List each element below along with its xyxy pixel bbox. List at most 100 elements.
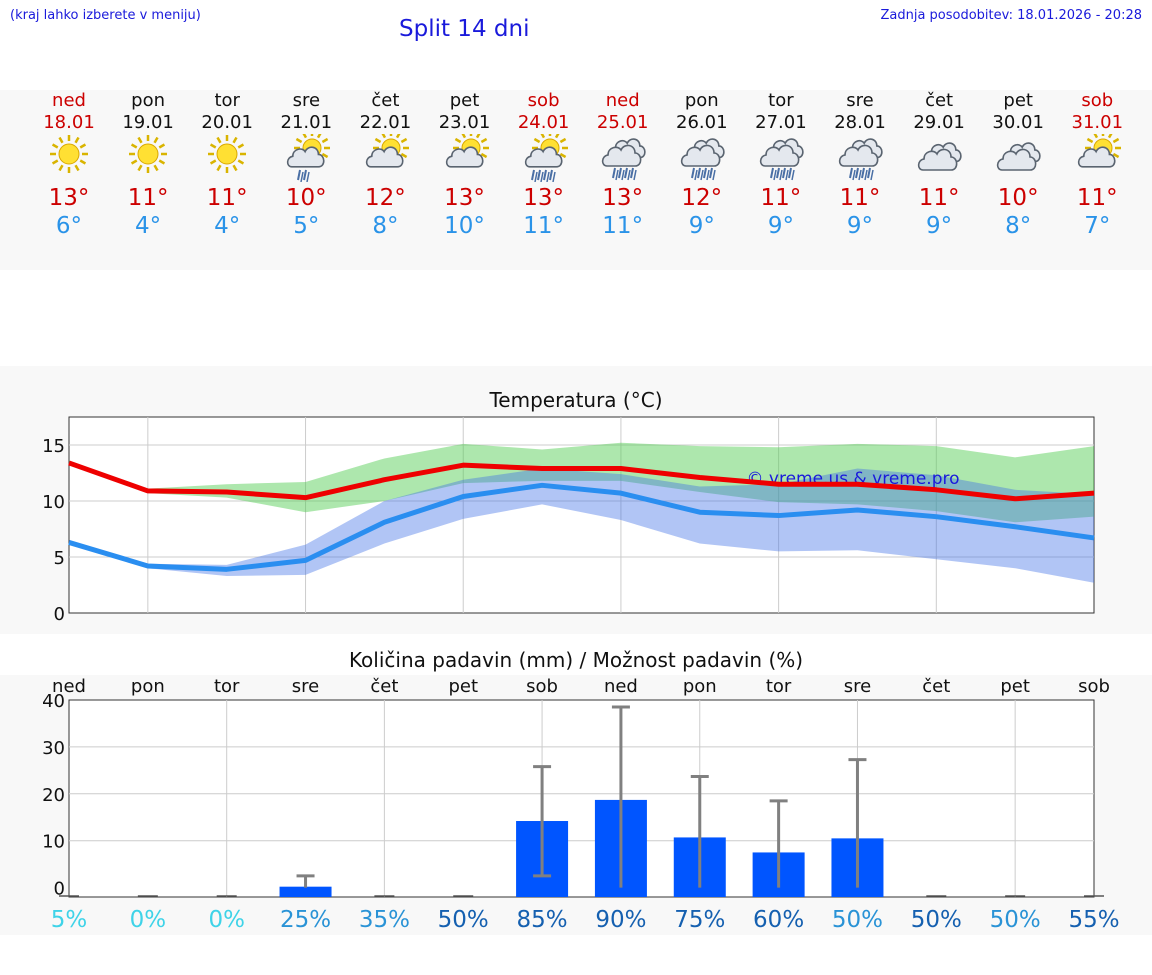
day-name: pon	[131, 90, 166, 111]
precipitation-bar	[279, 886, 332, 897]
sun-cloud-rain-icon	[524, 134, 568, 182]
x-category-label: sob	[526, 676, 558, 697]
precipitation-chart-title: Količina padavin (mm) / Možnost padavin …	[348, 648, 804, 672]
min-temperature: 9°	[846, 213, 874, 239]
max-temperature: 11°	[760, 185, 802, 211]
max-temperature: 13°	[602, 185, 644, 211]
day-date: 21.01	[280, 112, 333, 133]
min-temperature: 6°	[55, 213, 83, 239]
max-temperature: 11°	[918, 185, 960, 211]
day-date: 25.01	[596, 112, 649, 133]
min-temperature: 9°	[688, 213, 715, 239]
day-name: sre	[292, 90, 321, 111]
day-name: pet	[1003, 90, 1033, 111]
x-category-label: sre	[844, 676, 871, 697]
max-temperature: 13°	[444, 185, 485, 211]
day-date: 28.01	[834, 112, 886, 133]
day-date: 19.01	[122, 112, 174, 133]
x-category-label: pet	[1000, 676, 1030, 697]
day-name: sob	[1081, 90, 1114, 111]
cloud-icon	[917, 142, 962, 171]
sun-cloud-icon	[1078, 134, 1122, 168]
precipitation-probability: 90%	[595, 907, 646, 933]
forecast-day: čet 29.01 11° 9°	[899, 90, 979, 240]
x-category-label: pon	[683, 676, 717, 697]
day-date: 26.01	[676, 112, 728, 133]
precipitation-probability: 0%	[208, 907, 245, 933]
menu-hint: (kraj lahko izberete v meniju)	[10, 8, 201, 23]
day-date: 27.01	[755, 112, 807, 133]
precipitation-probability: 5%	[51, 907, 88, 933]
day-name: tor	[214, 90, 240, 111]
min-temperature: 8°	[372, 213, 399, 239]
sun-cloud-icon	[445, 134, 489, 168]
cloud-rain-icon	[838, 138, 883, 181]
forecast-day: ned 25.01 13° 11°	[583, 90, 663, 240]
x-category-label: čet	[370, 676, 398, 697]
precipitation-probability: 50%	[438, 907, 489, 933]
min-temperature: 11°	[602, 213, 644, 239]
forecast-day: sre 21.01 10° 5°	[266, 90, 346, 240]
max-temperature-line	[68, 460, 1095, 502]
day-date: 24.01	[517, 112, 570, 133]
max-temperature: 12°	[365, 185, 406, 211]
day-name: sob	[527, 90, 560, 111]
min-range-band	[69, 468, 1094, 583]
x-category-label: ned	[604, 676, 638, 697]
cloud-icon	[997, 142, 1041, 171]
min-temperature: 10°	[444, 213, 485, 239]
day-name: čet	[925, 90, 954, 111]
forecast-day: tor 27.01 11° 9°	[741, 90, 821, 240]
max-temperature: 11°	[127, 185, 169, 211]
day-name: tor	[768, 90, 794, 111]
y-tick-label: 20	[42, 785, 65, 806]
min-temperature: 8°	[1005, 213, 1032, 239]
precipitation-probability: 75%	[674, 907, 725, 933]
min-temperature: 7°	[1084, 213, 1111, 239]
day-name: čet	[371, 90, 400, 111]
day-date: 29.01	[913, 112, 965, 133]
forecast-day: pet 23.01 13° 10°	[425, 90, 505, 240]
forecast-day: pet 30.01 10° 8°	[978, 90, 1058, 240]
day-name: ned	[605, 90, 640, 111]
forecast-day: sob 31.01 11° 7°	[1057, 90, 1137, 240]
precipitation-probability: 50%	[911, 907, 962, 933]
max-temperature: 11°	[1076, 185, 1118, 211]
temperature-chart-title: Temperatura (°C)	[489, 388, 663, 412]
last-updated: Zadnja posodobitev: 18.01.2026 - 20:28	[880, 8, 1142, 23]
min-temperature: 11°	[523, 213, 564, 239]
y-tick-label: 40	[42, 691, 65, 712]
sun-icon	[208, 135, 247, 173]
cloud-rain-icon	[680, 138, 725, 181]
day-date: 31.01	[1071, 112, 1124, 133]
x-category-label: sre	[292, 676, 319, 697]
day-name: sre	[846, 90, 874, 111]
min-temperature: 9°	[767, 213, 794, 239]
x-category-label: pet	[448, 676, 478, 697]
day-name: pon	[684, 90, 719, 111]
day-name: ned	[52, 90, 86, 111]
min-temperature: 9°	[926, 213, 953, 239]
min-temperature-line	[68, 482, 1095, 572]
min-temperature: 5°	[293, 213, 320, 239]
sun-icon	[50, 135, 88, 173]
min-temperature: 4°	[135, 213, 162, 239]
x-category-label: sob	[1078, 676, 1110, 697]
y-tick-label: 0	[54, 879, 65, 900]
forecast-panel: ned 18.01 13° 6° pon 19.01 11° 4° tor 20.01 11° 4° s…	[0, 90, 1152, 270]
precipitation-probability: 50%	[832, 907, 883, 933]
precipitation-probability: 25%	[280, 907, 331, 933]
forecast-day: pon 26.01 12° 9°	[662, 90, 742, 240]
max-temperature: 11°	[206, 185, 248, 211]
day-date: 18.01	[43, 112, 95, 133]
min-temperature: 4°	[214, 213, 241, 239]
forecast-day: sre 28.01 11° 9°	[820, 90, 900, 240]
sun-cloud-icon	[366, 134, 410, 168]
forecast-day: ned 18.01 13° 6°	[29, 90, 109, 240]
x-category-label: tor	[214, 676, 240, 697]
y-tick-label: 30	[42, 738, 65, 759]
max-temperature: 13°	[523, 185, 564, 211]
sun-icon	[129, 135, 168, 173]
